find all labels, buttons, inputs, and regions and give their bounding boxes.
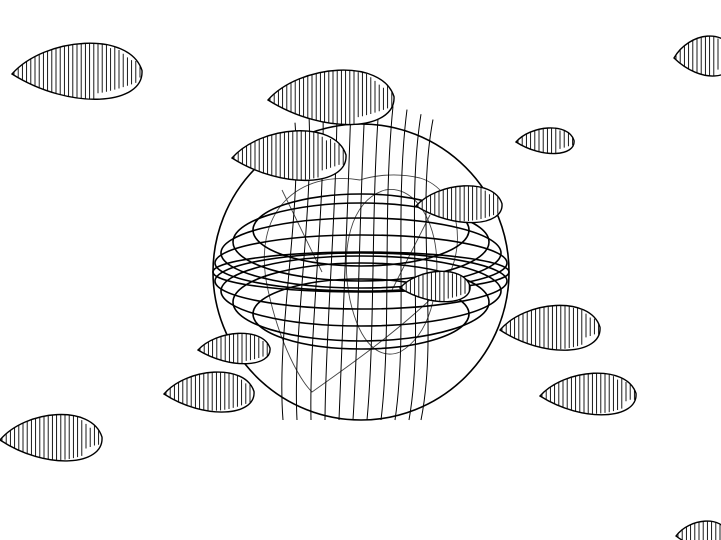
globe-meridian-line (380, 106, 394, 421)
hatched-leaf-icon (514, 127, 575, 155)
globe-inner-loop (263, 174, 458, 393)
hatched-leaf-icon (266, 69, 395, 126)
globe-meridian-line (338, 104, 352, 421)
hatched-leaf-icon (230, 130, 347, 182)
hatched-leaf-icon (398, 270, 471, 303)
leaf-outline (162, 371, 255, 413)
hatched-leaf-icon (538, 372, 637, 416)
hatched-leaf-icon (10, 42, 143, 100)
leaf-hatching (13, 43, 141, 100)
globe-latitude-line (220, 255, 502, 327)
leaf-outline (514, 127, 575, 155)
hatched-leaf-icon (673, 35, 721, 77)
leaf-hatching (199, 333, 268, 364)
hatched-leaf-icon (196, 332, 271, 365)
globe-meridian-line (408, 114, 422, 421)
hatched-leaf-icon (414, 185, 503, 224)
globe-latitude-line (232, 262, 490, 342)
globe-latitude-line (214, 252, 508, 310)
globe-latitude-line (214, 234, 508, 292)
leaf-group (0, 35, 721, 540)
globe-meridian-line (352, 103, 366, 421)
globe-meridian-line (420, 119, 434, 421)
hatched-leaf-icon (162, 371, 255, 413)
globe-meridian-line (394, 109, 408, 421)
globe-latitude-line (252, 278, 470, 350)
globe-meridian-line (366, 104, 380, 421)
hatched-leaf-icon (498, 304, 601, 351)
hatched-leaf-icon (0, 413, 103, 462)
hatched-leaf-icon (675, 520, 721, 540)
leaf-hatching (517, 127, 574, 154)
leaf-outline (675, 520, 721, 540)
leaf-outline (0, 413, 103, 462)
globe-latitude-line (212, 251, 510, 293)
globe-inner-loop-2 (345, 189, 438, 355)
